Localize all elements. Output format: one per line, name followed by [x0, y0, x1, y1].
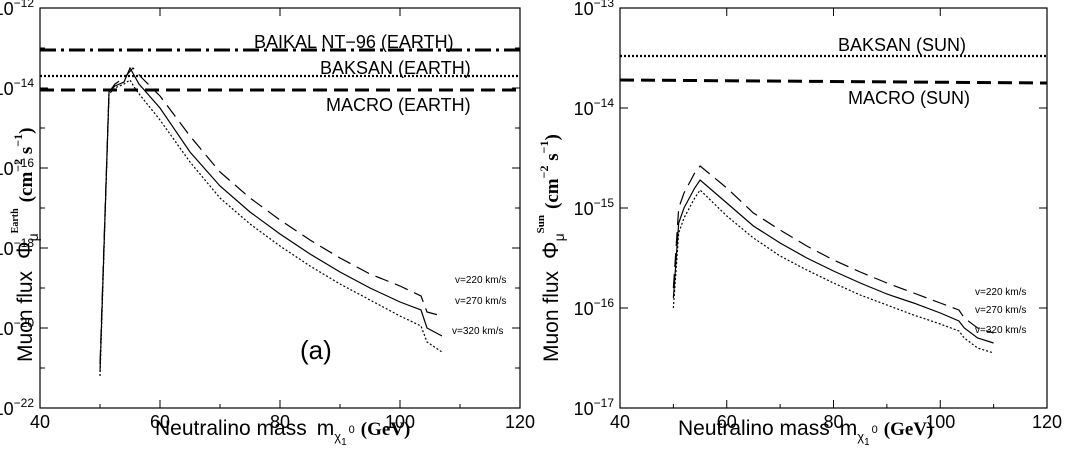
y-tick-label: 10−20 [0, 316, 34, 339]
y-axis-title: Muon flux [540, 270, 563, 362]
y-tick-label: 10−16 [0, 156, 34, 179]
x-axis-unit: (GeV) [884, 419, 934, 440]
x-axis-label: Neutralino mass mχ10 (GeV) [678, 417, 933, 448]
x-axis-unit: (GeV) [361, 419, 411, 440]
y-axis-units-mid: s [16, 147, 37, 159]
x-axis-label: Neutralino mass mχ10 (GeV) [155, 417, 410, 448]
series-line [99, 67, 443, 365]
series-label: v=270 km/s [975, 305, 1026, 316]
x-tick-label: 60 [150, 412, 170, 432]
y-tick-label: 10−22 [0, 396, 34, 419]
y-axis-symbol: Φ [538, 241, 563, 259]
x-axis-sub: χ [334, 429, 341, 444]
y-tick-label: 10−13 [574, 0, 615, 19]
y-axis-units-exp1: −2 [537, 166, 551, 179]
series-label: v=220 km/s [455, 275, 506, 286]
series-labels: v=220 km/s v=270 km/s v=320 km/s [452, 275, 506, 337]
x-tick-label: 120 [1032, 412, 1062, 432]
y-axis-sub: μ [25, 233, 41, 241]
limit-label: BAKSAN (SUN) [838, 35, 966, 55]
series-label: v=320 km/s [452, 326, 503, 337]
series-labels: v=220 km/s v=270 km/s v=320 km/s [975, 287, 1026, 336]
y-axis-label: Muon flux Φμ Sun (cm−2 s−1) [535, 134, 567, 362]
limit-label: MACRO (SUN) [848, 88, 970, 108]
x-axis-sup: 0 [349, 424, 355, 436]
x-tick-label: 120 [505, 412, 535, 432]
x-tick-label: 40 [30, 412, 50, 432]
y-axis-units-exp2: −1 [11, 134, 25, 147]
x-tick-label: 40 [610, 412, 630, 432]
x-tick-label: 100 [385, 412, 415, 432]
x-axis-sup: 0 [872, 424, 878, 436]
tick-marks [619, 7, 1048, 409]
y-axis-sup: Earth [10, 208, 21, 233]
y-tick-label: 10−17 [574, 396, 615, 419]
y-axis-units-exp2: −1 [537, 141, 551, 154]
x-tick-labels: 40 60 80 100 120 [30, 412, 535, 432]
y-axis-units-end: ) [16, 128, 37, 134]
y-axis-units-end: ) [542, 134, 563, 140]
x-tick-label: 100 [925, 412, 955, 432]
experimental-limits: BAIKAL NT−96 (EARTH) BAKSAN (EARTH) MACRO … [40, 32, 520, 115]
experimental-limits: BAKSAN (SUN) MACRO (SUN) [619, 35, 1048, 108]
series-line [672, 165, 994, 334]
x-axis-sub2: 1 [864, 437, 870, 448]
y-axis-sup: Sun [535, 215, 547, 233]
series-group [672, 165, 994, 354]
x-axis-sub2: 1 [341, 437, 347, 448]
y-tick-labels: 10−17 10−16 10−15 10−14 10−13 [574, 0, 615, 419]
y-tick-label: 10−12 [0, 0, 34, 19]
series-label: v=270 km/s [455, 296, 506, 307]
series-label: v=320 km/s [975, 325, 1026, 336]
x-tick-label: 60 [717, 412, 737, 432]
x-axis-title: Neutralino mass [155, 417, 307, 440]
y-tick-label: 10−16 [574, 296, 615, 319]
series-line [672, 189, 994, 354]
series-group [99, 66, 443, 377]
x-axis-title: Neutralino mass [678, 417, 830, 440]
y-axis-title: Muon flux [14, 270, 37, 362]
y-axis-units: (cm [16, 172, 37, 203]
x-axis-sub: χ [857, 429, 864, 444]
y-axis-units: (cm [542, 178, 563, 209]
series-line [99, 79, 443, 377]
x-tick-label: 80 [823, 412, 843, 432]
limit-line [619, 78, 1048, 85]
series-line [99, 66, 443, 373]
y-axis-label: Muon flux Φμ Earth (cm−2 s−1) [10, 128, 41, 362]
series-label: v=220 km/s [975, 287, 1026, 298]
x-axis-symbol: m [840, 417, 858, 440]
y-axis-symbol: Φ [12, 241, 37, 259]
panel-label: (a) [300, 335, 332, 365]
y-tick-label: 10−15 [574, 196, 615, 219]
x-axis-symbol: m [317, 417, 335, 440]
limit-label: BAKSAN (EARTH) [320, 58, 471, 78]
y-axis-units-exp1: −2 [11, 159, 25, 172]
limit-label: MACRO (EARTH) [326, 95, 471, 115]
panel-sun: 40 60 80 100 120 10−17 10−16 10−15 10−14 10−13 B… [535, 0, 1062, 448]
y-tick-labels: 10−22 10−20 10−18 10−16 10−14 10−12 [0, 0, 34, 419]
y-axis-sub: μ [551, 233, 567, 241]
tick-marks [39, 7, 521, 409]
y-tick-label: 10−18 [0, 236, 34, 259]
x-tick-labels: 40 60 80 100 120 [610, 412, 1062, 432]
y-axis-units-mid: s [542, 153, 563, 165]
series-line [672, 179, 994, 344]
y-tick-label: 10−14 [574, 96, 615, 119]
limit-label: BAIKAL NT−96 (EARTH) [254, 32, 454, 52]
y-tick-label: 10−14 [0, 76, 34, 99]
x-tick-label: 80 [270, 412, 290, 432]
